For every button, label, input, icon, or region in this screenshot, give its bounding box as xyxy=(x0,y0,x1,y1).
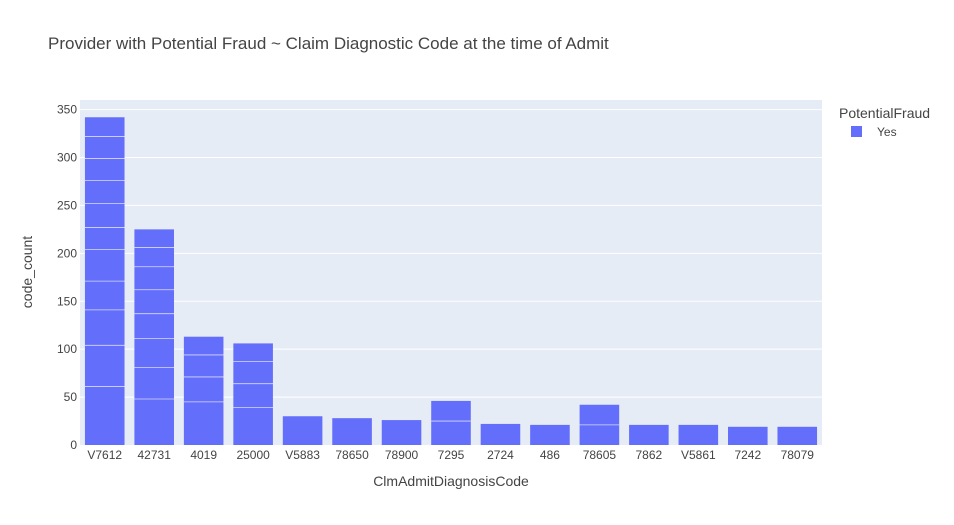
y-axis-title: code_count xyxy=(19,236,35,309)
bar-78900[interactable] xyxy=(381,420,422,445)
x-tick-label: 25000 xyxy=(236,448,270,462)
bar-7295[interactable] xyxy=(431,400,471,445)
bar-78650[interactable] xyxy=(332,418,372,445)
x-tick-label: 78900 xyxy=(385,448,419,462)
bar-7862[interactable] xyxy=(629,424,669,445)
y-tick-label: 0 xyxy=(70,438,77,452)
bar-4019[interactable] xyxy=(183,336,224,445)
legend: PotentialFraud Yes xyxy=(839,105,930,139)
x-tick-label: 42731 xyxy=(138,448,172,462)
x-tick-label: 78650 xyxy=(335,448,369,462)
y-tick-label: 200 xyxy=(57,246,77,260)
x-tick-label: 7242 xyxy=(734,448,761,462)
bar-78079[interactable] xyxy=(777,426,818,445)
x-axis-title: ClmAdmitDiagnosisCode xyxy=(373,473,529,489)
x-tick-label: 7295 xyxy=(438,448,465,462)
x-tick-label: 78605 xyxy=(583,448,617,462)
x-tick-label: 2724 xyxy=(487,448,514,462)
y-tick-label: 250 xyxy=(57,198,77,212)
y-tick-layer: 0 50 100 150 200 250 300 350 xyxy=(57,103,77,452)
x-tick-label: 78079 xyxy=(781,448,815,462)
bar-25000[interactable] xyxy=(233,343,273,445)
bar-2724[interactable] xyxy=(480,423,521,445)
bar-7242[interactable] xyxy=(728,426,768,445)
bar-42731[interactable] xyxy=(134,229,174,445)
legend-swatch xyxy=(851,126,862,137)
chart-title: Provider with Potential Fraud ~ Claim Di… xyxy=(48,34,609,53)
bar-V5883[interactable] xyxy=(282,416,323,445)
legend-title: PotentialFraud xyxy=(839,105,930,121)
x-tick-label: 7862 xyxy=(636,448,663,462)
bar-layer xyxy=(84,117,818,445)
x-tick-label: V5861 xyxy=(681,448,716,462)
x-tick-label: V7612 xyxy=(87,448,122,462)
legend-label: Yes xyxy=(877,125,897,139)
x-tick-label: 4019 xyxy=(190,448,217,462)
y-tick-label: 350 xyxy=(57,103,77,117)
bar-V5861[interactable] xyxy=(678,424,719,445)
y-tick-label: 100 xyxy=(57,342,77,356)
bar-486[interactable] xyxy=(530,424,570,445)
y-tick-label: 50 xyxy=(64,390,78,404)
x-tick-label: 486 xyxy=(540,448,560,462)
x-tick-label: V5883 xyxy=(285,448,320,462)
y-tick-label: 300 xyxy=(57,151,77,165)
legend-item-yes[interactable]: Yes xyxy=(851,125,897,139)
x-tick-layer: V7612 42731 4019 25000 V5883 78650 78900 7295 27… xyxy=(87,448,814,462)
y-tick-label: 150 xyxy=(57,294,77,308)
grid-layer xyxy=(80,109,822,398)
